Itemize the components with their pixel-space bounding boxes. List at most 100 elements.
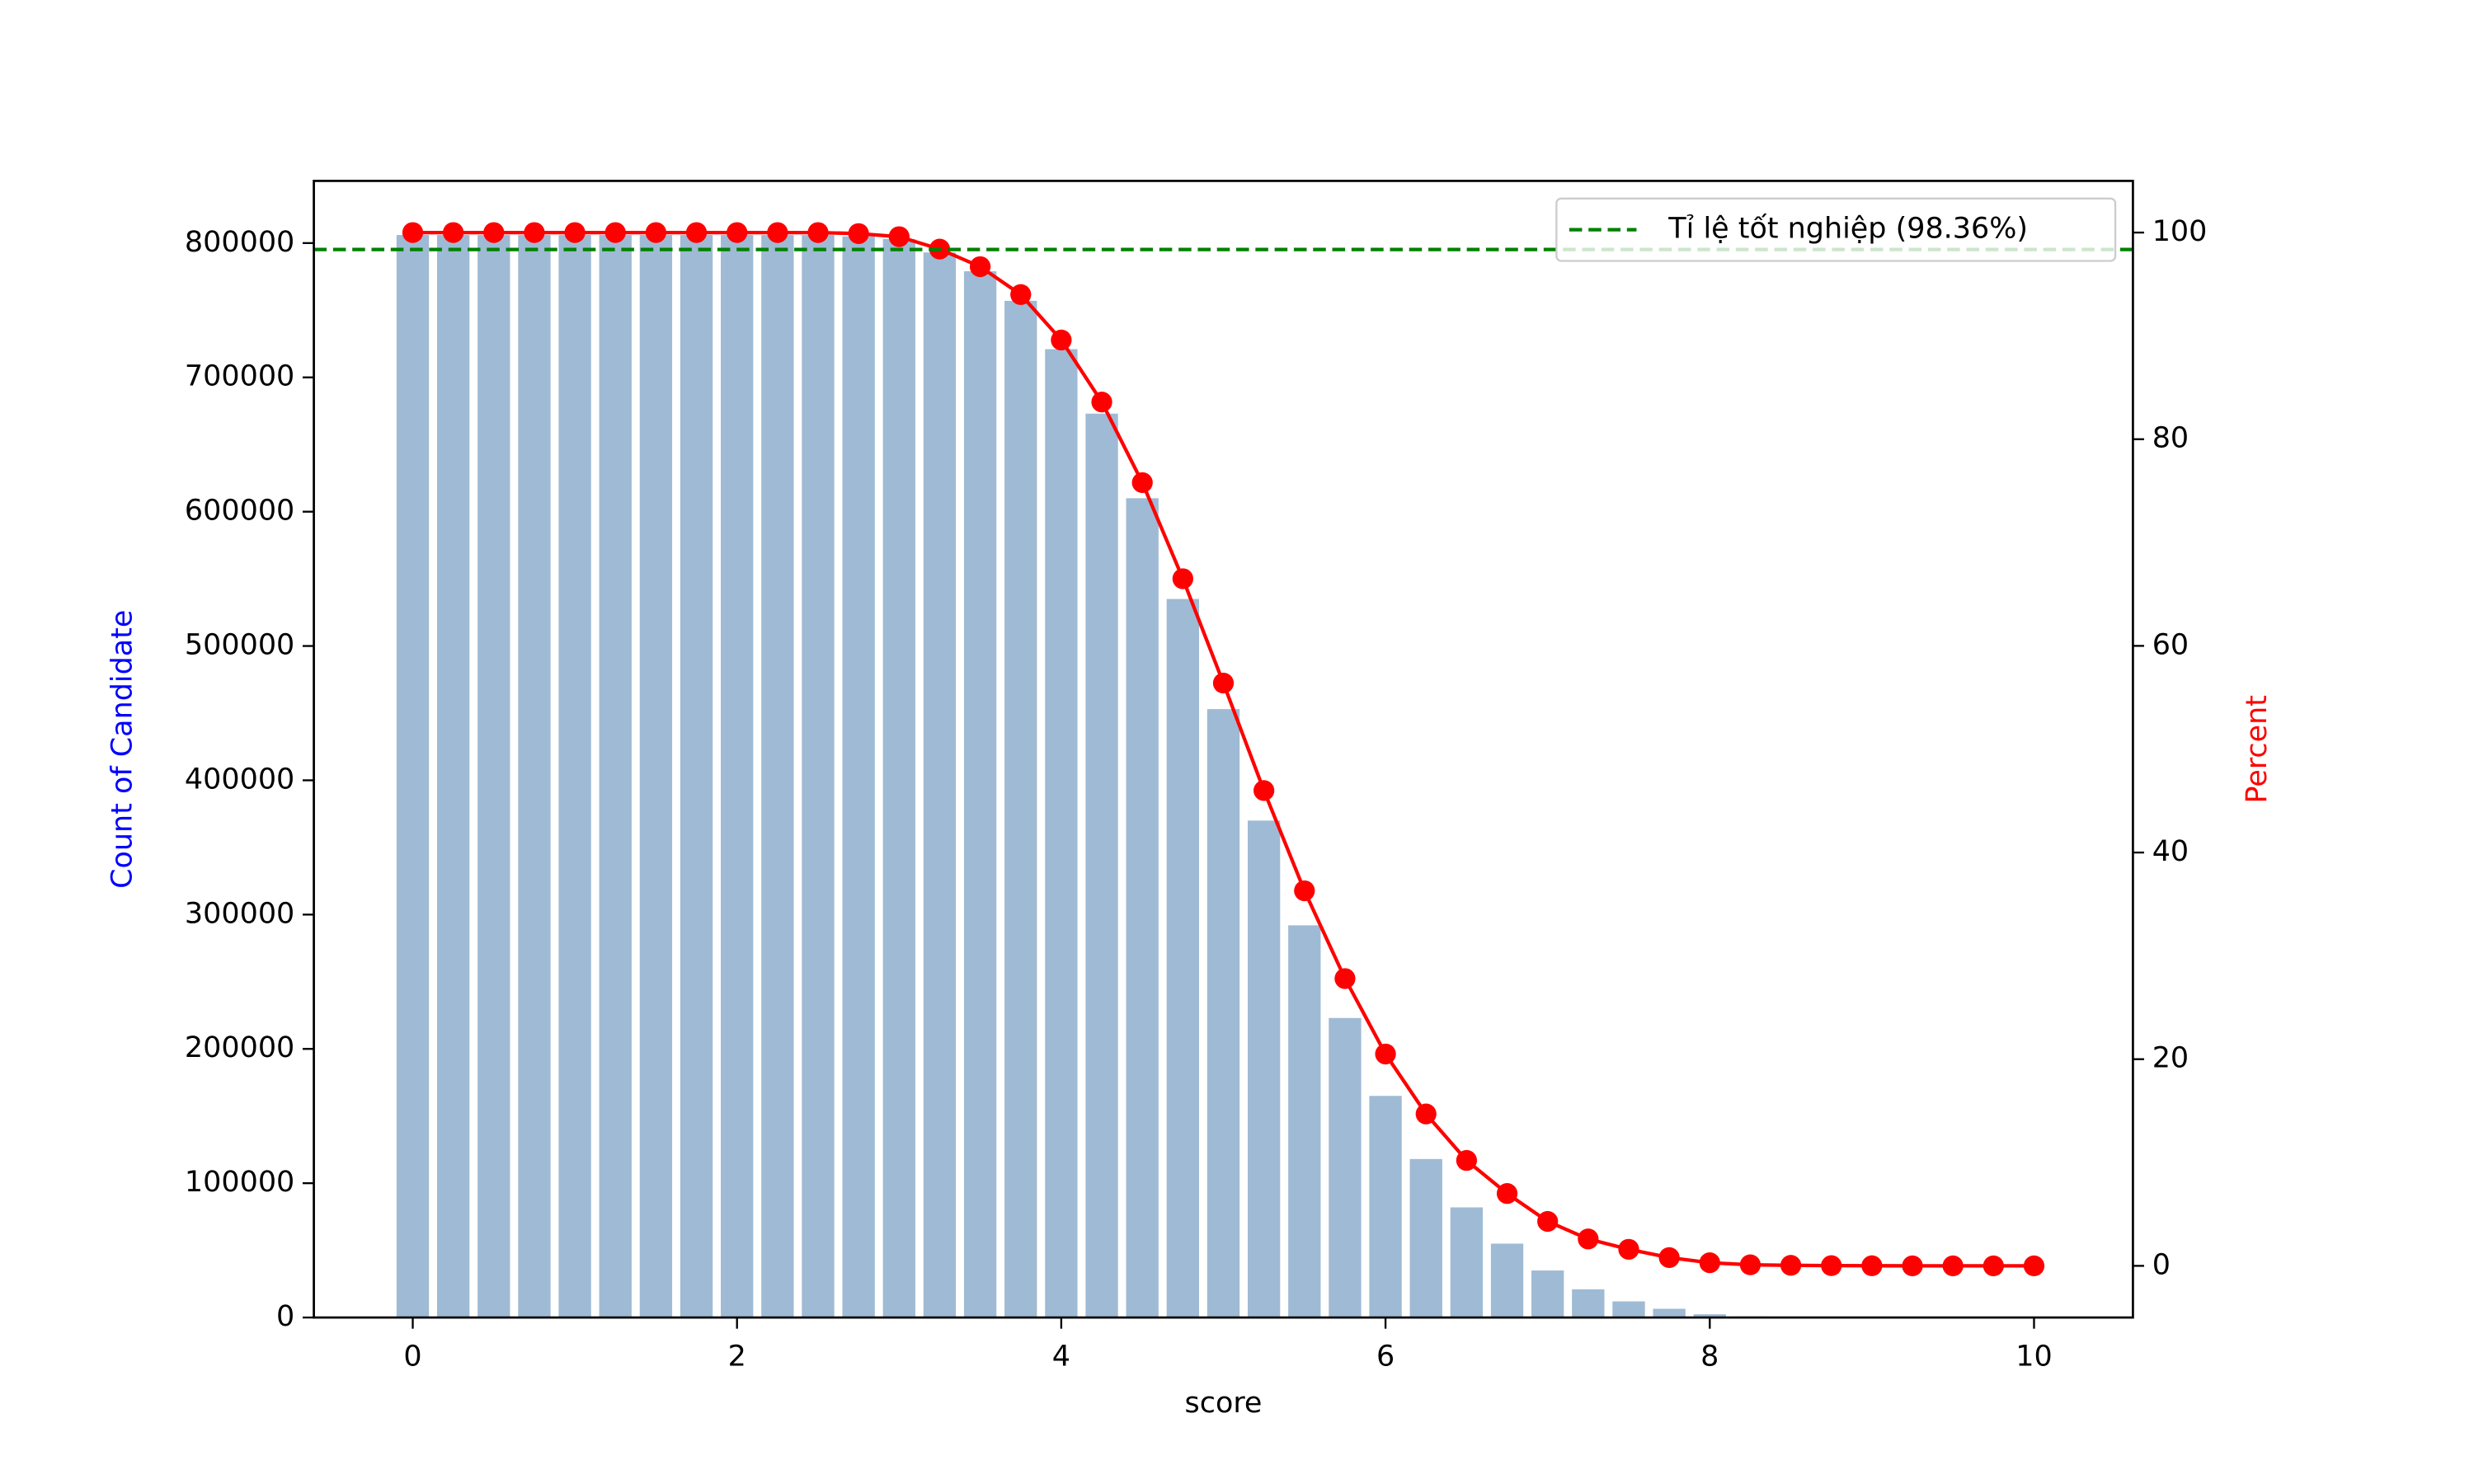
bar xyxy=(1288,925,1321,1318)
y-tick-label: 600000 xyxy=(185,495,294,528)
marker xyxy=(402,222,424,243)
plot-area: 0 2 4 6 8 10010000020000030000040000050000060… xyxy=(106,180,2274,1420)
bar xyxy=(1045,349,1078,1318)
y2-tick-label: 20 xyxy=(2152,1042,2189,1075)
y-tick-label: 300000 xyxy=(185,897,294,930)
bar xyxy=(1247,820,1281,1318)
bar xyxy=(558,235,591,1318)
bar xyxy=(1450,1207,1484,1318)
bar xyxy=(1693,1314,1726,1318)
x-axis-label: score xyxy=(1185,1387,1263,1420)
bar xyxy=(882,238,915,1318)
marker xyxy=(1942,1255,1964,1277)
marker xyxy=(1253,780,1275,801)
bar xyxy=(477,235,510,1318)
bar xyxy=(1085,413,1118,1318)
marker xyxy=(1821,1255,1842,1276)
marker xyxy=(1091,392,1112,413)
marker xyxy=(767,222,788,243)
bar xyxy=(802,235,835,1318)
x-tick-label: 0 xyxy=(403,1341,421,1374)
y2-tick-label: 100 xyxy=(2152,215,2208,248)
y-tick-label: 800000 xyxy=(185,226,294,259)
x-tick-label: 10 xyxy=(2015,1341,2052,1374)
bar xyxy=(721,235,754,1318)
marker xyxy=(1902,1255,1923,1277)
bar xyxy=(1572,1289,1605,1318)
bar xyxy=(1409,1158,1442,1318)
marker xyxy=(443,222,464,243)
bar xyxy=(1329,1017,1362,1318)
marker xyxy=(1172,568,1193,589)
axes-frame xyxy=(313,180,2134,1319)
marker xyxy=(564,222,586,243)
y-tick-label: 100000 xyxy=(185,1166,294,1199)
marker xyxy=(483,222,505,243)
bar xyxy=(963,271,997,1318)
y-tick-label: 500000 xyxy=(185,629,294,662)
marker xyxy=(969,256,991,278)
marker xyxy=(727,222,748,243)
marker xyxy=(1496,1183,1518,1205)
marker xyxy=(1334,968,1356,989)
y-tick-label: 700000 xyxy=(185,360,294,393)
marker xyxy=(2023,1255,2045,1277)
bar xyxy=(1369,1096,1402,1318)
y-axis-label: Count of Candidate xyxy=(106,610,139,889)
marker xyxy=(1780,1255,1802,1276)
bar xyxy=(761,235,794,1318)
bar xyxy=(1653,1308,1686,1318)
marker xyxy=(1375,1043,1396,1065)
y2-tick-label: 40 xyxy=(2152,835,2189,868)
bar xyxy=(1531,1270,1564,1318)
bar xyxy=(1206,709,1240,1318)
y-tick-label: 0 xyxy=(276,1300,294,1333)
marker xyxy=(604,222,626,243)
y2-tick-label: 0 xyxy=(2152,1248,2171,1281)
marker xyxy=(1212,672,1235,694)
x-tick-label: 6 xyxy=(1376,1341,1395,1374)
bar xyxy=(1004,300,1037,1318)
legend-box xyxy=(1555,197,2117,262)
y2-axis-label: Percent xyxy=(2241,695,2274,803)
marker xyxy=(685,222,708,243)
bar xyxy=(842,236,875,1318)
marker xyxy=(1415,1103,1437,1125)
bar xyxy=(599,235,632,1318)
marker xyxy=(848,223,869,244)
marker xyxy=(1456,1149,1478,1172)
marker xyxy=(1537,1210,1559,1233)
bar xyxy=(639,235,673,1318)
marker xyxy=(1982,1255,2004,1277)
bar xyxy=(396,235,430,1318)
marker xyxy=(807,222,829,243)
marker xyxy=(1739,1254,1761,1275)
bar xyxy=(1490,1243,1524,1318)
marker xyxy=(524,222,545,243)
bar xyxy=(518,235,551,1318)
y2-tick-label: 60 xyxy=(2152,628,2189,661)
marker xyxy=(1578,1228,1599,1250)
marker xyxy=(1294,880,1315,902)
marker xyxy=(1051,329,1072,351)
y-tick-label: 200000 xyxy=(185,1031,294,1064)
marker xyxy=(888,226,910,247)
bar xyxy=(1126,498,1159,1318)
marker xyxy=(1658,1247,1680,1268)
bar xyxy=(680,235,713,1318)
bar xyxy=(1612,1301,1645,1318)
bar xyxy=(436,235,470,1318)
x-tick-label: 8 xyxy=(1700,1341,1719,1374)
y2-tick-label: 80 xyxy=(2152,422,2189,455)
marker xyxy=(645,222,667,243)
marker xyxy=(1861,1255,1883,1276)
marker xyxy=(1131,472,1153,494)
marker xyxy=(1010,284,1032,305)
x-tick-label: 4 xyxy=(1052,1341,1070,1374)
x-tick-label: 2 xyxy=(728,1341,746,1374)
y-tick-label: 400000 xyxy=(185,763,294,796)
marker xyxy=(1618,1238,1639,1260)
legend-label: Tỉ lệ tốt nghiệp (98.36%) xyxy=(1667,213,2028,246)
